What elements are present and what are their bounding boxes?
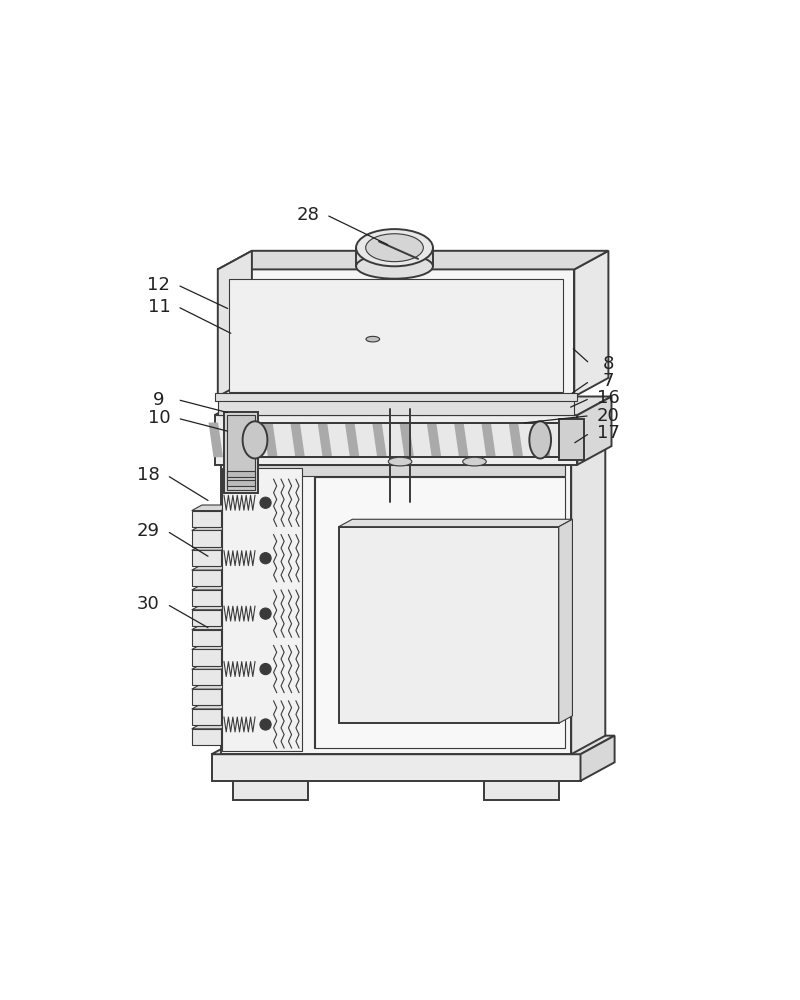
Polygon shape — [338, 527, 558, 723]
Polygon shape — [192, 684, 231, 689]
Ellipse shape — [366, 336, 380, 342]
Polygon shape — [318, 423, 332, 457]
Polygon shape — [211, 736, 614, 754]
Circle shape — [260, 553, 271, 564]
Polygon shape — [558, 519, 573, 723]
Polygon shape — [192, 689, 221, 705]
Ellipse shape — [356, 229, 433, 266]
Text: 8: 8 — [602, 355, 614, 373]
Polygon shape — [192, 644, 231, 649]
Polygon shape — [338, 519, 573, 527]
Polygon shape — [192, 630, 221, 646]
Polygon shape — [574, 251, 609, 396]
Polygon shape — [192, 550, 221, 566]
Ellipse shape — [462, 457, 486, 466]
Polygon shape — [192, 545, 231, 550]
Text: 7: 7 — [602, 372, 614, 390]
Text: 29: 29 — [137, 522, 160, 540]
Text: 12: 12 — [147, 276, 170, 294]
Polygon shape — [192, 649, 221, 666]
Polygon shape — [192, 604, 231, 610]
Text: 16: 16 — [597, 389, 620, 407]
Polygon shape — [227, 423, 565, 457]
Polygon shape — [482, 423, 496, 457]
Polygon shape — [227, 480, 255, 486]
Polygon shape — [263, 423, 278, 457]
Text: 20: 20 — [597, 407, 620, 425]
Polygon shape — [211, 754, 581, 781]
Text: 30: 30 — [137, 595, 160, 613]
Polygon shape — [192, 530, 221, 547]
Polygon shape — [221, 446, 606, 465]
Polygon shape — [192, 610, 221, 626]
Polygon shape — [218, 251, 609, 269]
Polygon shape — [218, 251, 252, 396]
Polygon shape — [192, 703, 231, 709]
Polygon shape — [192, 505, 231, 511]
Text: 10: 10 — [147, 409, 170, 427]
Polygon shape — [426, 423, 442, 457]
Polygon shape — [345, 423, 359, 457]
Circle shape — [260, 608, 271, 619]
Ellipse shape — [388, 457, 412, 466]
Polygon shape — [372, 423, 386, 457]
Ellipse shape — [530, 421, 551, 459]
Polygon shape — [214, 396, 611, 415]
Polygon shape — [192, 729, 221, 745]
Polygon shape — [192, 664, 231, 669]
Polygon shape — [192, 570, 221, 586]
Polygon shape — [214, 415, 578, 465]
Polygon shape — [192, 511, 221, 527]
Circle shape — [260, 719, 271, 730]
Polygon shape — [314, 477, 565, 748]
Polygon shape — [218, 269, 574, 396]
Polygon shape — [209, 423, 223, 457]
Polygon shape — [218, 396, 574, 415]
Text: 17: 17 — [597, 424, 620, 442]
Text: 28: 28 — [296, 206, 319, 224]
Polygon shape — [485, 779, 558, 800]
Ellipse shape — [356, 254, 433, 279]
Polygon shape — [227, 471, 255, 477]
Ellipse shape — [242, 421, 267, 459]
Polygon shape — [578, 396, 611, 465]
Polygon shape — [485, 768, 579, 779]
Circle shape — [260, 663, 271, 675]
Polygon shape — [192, 669, 221, 685]
Polygon shape — [192, 624, 231, 630]
Polygon shape — [558, 419, 584, 460]
Polygon shape — [192, 709, 221, 725]
Polygon shape — [234, 779, 308, 800]
Polygon shape — [581, 736, 614, 781]
Ellipse shape — [366, 234, 423, 262]
Polygon shape — [192, 590, 221, 606]
Polygon shape — [536, 423, 550, 457]
Polygon shape — [192, 565, 231, 570]
Polygon shape — [236, 423, 250, 457]
Polygon shape — [221, 465, 571, 754]
Text: 11: 11 — [147, 298, 170, 316]
Polygon shape — [571, 446, 606, 754]
Polygon shape — [290, 423, 305, 457]
Polygon shape — [224, 412, 258, 493]
Polygon shape — [509, 423, 523, 457]
Polygon shape — [192, 723, 231, 729]
Text: 18: 18 — [137, 466, 160, 484]
Text: 9: 9 — [153, 391, 165, 409]
Polygon shape — [192, 525, 231, 530]
Polygon shape — [399, 423, 414, 457]
Polygon shape — [214, 393, 578, 401]
Polygon shape — [229, 279, 563, 392]
Polygon shape — [454, 423, 469, 457]
Polygon shape — [222, 468, 302, 751]
Circle shape — [260, 497, 271, 508]
Polygon shape — [192, 584, 231, 590]
Polygon shape — [227, 465, 565, 476]
Polygon shape — [227, 415, 255, 490]
Polygon shape — [234, 768, 328, 779]
